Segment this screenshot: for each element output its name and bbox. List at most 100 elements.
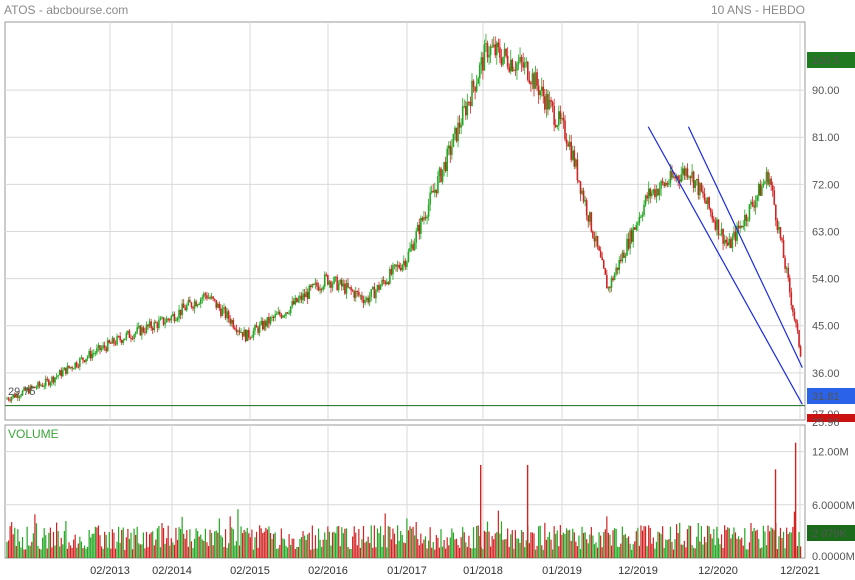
volume-bar (468, 535, 470, 558)
volume-bar (56, 522, 58, 558)
volume-bar (68, 542, 70, 558)
candle-body (7, 398, 10, 400)
volume-bar (651, 543, 653, 558)
candle-body (97, 345, 100, 349)
candle-body (716, 219, 718, 230)
volume-bar (641, 530, 644, 558)
candle-body (633, 227, 636, 230)
volume-bar (265, 527, 267, 558)
volume-bar (71, 547, 73, 558)
candle-body (553, 105, 555, 125)
x-tick-label: 02/2016 (308, 565, 348, 577)
volume-bar (499, 533, 501, 558)
candle-body (80, 357, 83, 359)
candle-body (585, 200, 588, 216)
candle-body (291, 301, 293, 307)
volume-bar (91, 533, 93, 558)
volume-bar (596, 547, 599, 558)
volume-bar (786, 527, 788, 558)
candle-body (579, 181, 582, 194)
volume-bar (710, 534, 712, 558)
candle-body (302, 293, 304, 301)
volume-bar (465, 542, 467, 558)
volume-bar (609, 534, 611, 558)
candle-body (58, 370, 61, 376)
candle-body (271, 316, 273, 318)
volume-bar (770, 527, 772, 558)
candle-body (734, 231, 737, 241)
volume-bar (635, 531, 637, 558)
volume-bar (565, 528, 568, 558)
y-tick-label: 45.00 (812, 321, 840, 333)
candle-body (407, 251, 410, 262)
candle-body (757, 184, 760, 196)
volume-bar (500, 521, 503, 558)
volume-bar (483, 530, 485, 558)
volume-bar (590, 527, 592, 558)
volume-bar (59, 546, 61, 558)
candle-body (496, 42, 498, 56)
candle-body (641, 215, 644, 217)
candle-body (223, 307, 225, 309)
candle-body (646, 195, 648, 199)
volume-bar (276, 548, 278, 558)
candle-body (347, 283, 349, 288)
candle-body (141, 327, 143, 336)
candle-body (285, 312, 287, 316)
volume-bar (772, 528, 774, 558)
volume-bar (279, 544, 281, 558)
candle-body (630, 230, 633, 242)
volume-bar (88, 530, 90, 558)
candle-body (12, 394, 14, 398)
candle-body (364, 299, 366, 304)
candle-body (618, 259, 621, 270)
candle-body (629, 230, 631, 249)
candle-body (547, 94, 549, 110)
candle-body (168, 319, 171, 321)
volume-bar (756, 529, 758, 558)
volume-bar (623, 535, 625, 558)
candle-body (623, 252, 625, 258)
volume-bar (268, 526, 270, 558)
volume-bar (297, 547, 299, 558)
candle-body (117, 336, 120, 338)
volume-bar (317, 528, 320, 558)
volume-bar (404, 543, 406, 558)
volume-bar (18, 541, 20, 558)
candle-body (204, 293, 207, 296)
volume-bar (531, 532, 534, 558)
volume-bar (576, 546, 578, 558)
candle-body (682, 168, 684, 175)
volume-bar (583, 532, 585, 558)
volume-bar (85, 548, 87, 558)
candle-body (172, 313, 174, 317)
candle-body (434, 189, 436, 193)
candle-body (372, 286, 374, 290)
volume-bar (409, 526, 411, 558)
candle-body (351, 290, 354, 292)
candle-body (49, 382, 52, 386)
volume-bar (383, 535, 385, 558)
volume-bar (593, 544, 596, 558)
volume-bar (745, 549, 747, 558)
volume-bar (717, 538, 720, 558)
volume-bar (237, 509, 239, 558)
volume-bar (598, 532, 600, 558)
volume-bar (145, 531, 148, 558)
candle-body (213, 298, 216, 301)
candle-body (531, 73, 534, 85)
candle-body (144, 331, 146, 333)
volume-bar (640, 525, 642, 558)
volume-bar (114, 548, 117, 558)
volume-bar (348, 548, 351, 558)
volume-bar (255, 531, 258, 558)
candle-body (137, 325, 140, 328)
candle-body (435, 189, 438, 194)
volume-bar (703, 536, 706, 558)
candle-body (243, 329, 245, 337)
volume-bar (280, 528, 282, 558)
volume-bar (249, 537, 251, 558)
candle-body (71, 366, 73, 369)
volume-bar (269, 532, 272, 558)
candle-body (66, 365, 69, 374)
